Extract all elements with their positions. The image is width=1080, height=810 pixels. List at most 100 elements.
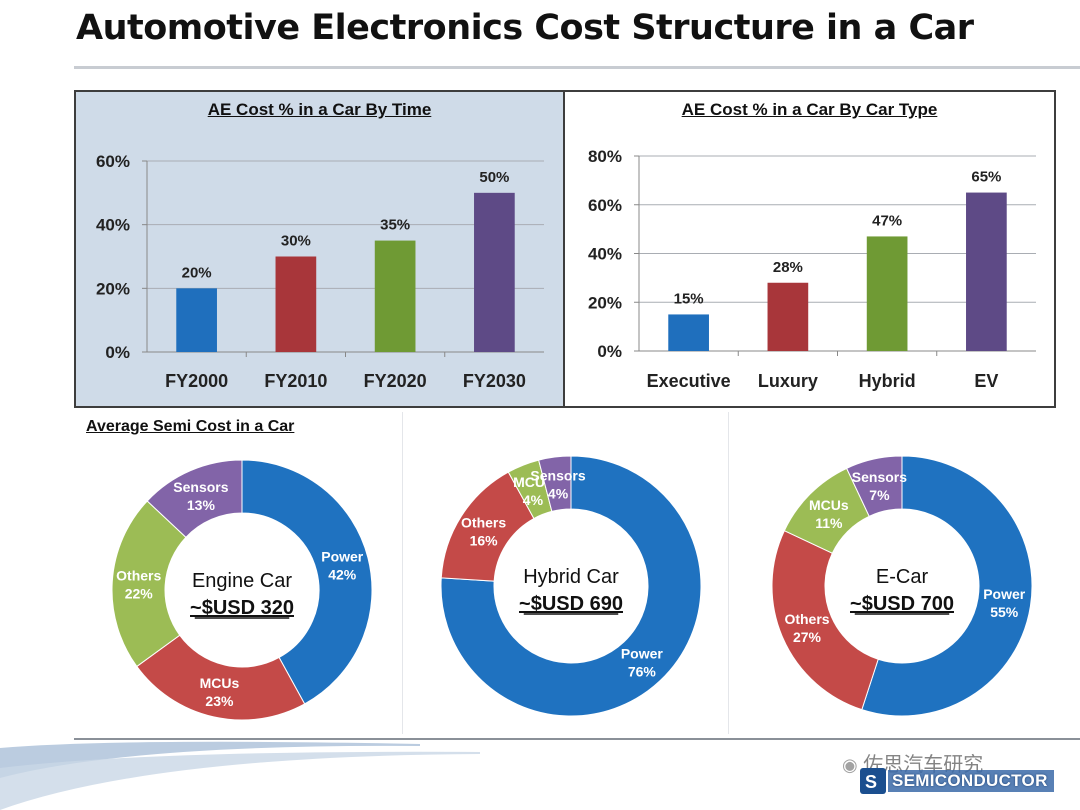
bar-fy2000 [176, 288, 217, 352]
bar-data-label: 35% [380, 217, 410, 234]
slice-name: Sensors [530, 467, 585, 483]
x-category-label: FY2000 [165, 371, 228, 391]
donut-slice-power [241, 459, 373, 705]
donut-center-title: Hybrid Car [523, 566, 619, 588]
bar-data-label: 15% [674, 290, 704, 307]
bar-data-label: 65% [971, 169, 1001, 186]
bar-data-label: 20% [182, 264, 212, 281]
donut-slice-label: Power 76% [621, 645, 664, 679]
donut-center-value: ~$USD 700 [850, 593, 954, 615]
slice-value: 42% [328, 566, 357, 582]
footer-swoosh [0, 741, 480, 810]
x-category-label: FY2030 [463, 371, 526, 391]
slice-value: 4% [523, 492, 544, 508]
donut-slice-sensors [146, 459, 243, 538]
bar-chart-by-type: 0% 20% 40% 60% 80% 15% Executive 28% Luxury 47% Hy… [588, 147, 1036, 391]
page-title: Automotive Electronics Cost Structure in… [76, 8, 974, 48]
slice-value: 4% [548, 485, 569, 501]
bar-fy2030 [474, 192, 515, 352]
slice-value: 13% [187, 497, 216, 513]
bar-chart-by-time: 0% 20% 40% 60% 20% FY2000 30% FY2010 35% FY2020 50… [96, 152, 544, 391]
x-category-label: FY2020 [364, 371, 427, 391]
donut-slice-label: Others 22% [116, 568, 161, 602]
donut-slice-power [861, 455, 1033, 717]
slice-name: Sensors [173, 479, 228, 495]
donut-center-value: ~$USD 320 [190, 597, 294, 619]
slice-value: 22% [125, 586, 154, 602]
slice-name: Others [784, 611, 829, 627]
slice-value: 16% [470, 533, 499, 549]
y-tick-label: 0% [597, 342, 622, 361]
bar-fy2010 [275, 256, 317, 352]
y-tick-label: 20% [588, 293, 622, 312]
bar-chart-by-time-panel: AE Cost % in a Car By Time 0% 20% 40% 60% 20… [74, 90, 565, 408]
y-tick-label: 20% [96, 279, 130, 298]
bar-executive [668, 314, 709, 351]
y-tick-label: 60% [588, 196, 622, 215]
x-category-label: Hybrid [859, 371, 916, 391]
donut-center-value: ~$USD 690 [519, 593, 623, 615]
bar-fy2020 [374, 240, 416, 352]
donut-slice-label: Power 55% [983, 586, 1026, 620]
bar-luxury [767, 282, 809, 351]
slice-name: Others [461, 515, 506, 531]
donut-slice-power [440, 455, 702, 717]
donut-slice-label: Others 16% [461, 515, 506, 549]
y-tick-label: 60% [96, 152, 130, 171]
donut-divider-1 [402, 412, 403, 734]
donut-slice-label: MCUs 23% [200, 675, 240, 709]
y-tick-label: 40% [96, 216, 130, 235]
donut-slice-sensors [538, 455, 572, 513]
slice-name: MCUs [809, 497, 849, 513]
slice-name: Sensors [852, 469, 907, 485]
donut-slice-others [771, 529, 879, 711]
y-tick-label: 80% [588, 147, 622, 166]
semiconductor-logo: S [860, 768, 1054, 794]
bar-chart-by-time-title: AE Cost % in a Car By Time [207, 100, 432, 119]
bar-data-label: 30% [281, 233, 311, 250]
bar-ev [966, 192, 1007, 351]
slice-value: 76% [628, 663, 657, 679]
x-category-label: FY2010 [264, 371, 327, 391]
slice-value: 7% [869, 487, 890, 503]
x-category-label: Executive [647, 371, 731, 391]
donut-slice-label: Power 42% [321, 548, 364, 582]
bar-data-label: 50% [479, 169, 509, 186]
donut-slice-label: MCUs 11% [809, 497, 849, 531]
wechat-icon: ◉ [842, 755, 858, 775]
slice-value: 23% [205, 693, 234, 709]
bar-hybrid [866, 236, 908, 351]
slice-value: 11% [815, 515, 843, 531]
title-rule [74, 66, 1080, 69]
donut-engine-car: Power 42% MCUs 23% Others 22% Sensors 13% Engine… [111, 459, 373, 721]
donut-slice-label: Sensors 13% [173, 479, 228, 513]
svg-text:S: S [865, 772, 877, 792]
y-tick-label: 0% [105, 343, 130, 362]
slice-name: Power [321, 548, 364, 564]
slice-value: 27% [793, 629, 822, 645]
footer-rule [74, 738, 1080, 740]
logo-text: SEMICONDUCTOR [892, 771, 1048, 790]
y-tick-label: 40% [588, 245, 622, 264]
semi-cost-title: Average Semi Cost in a Car [86, 418, 295, 435]
x-category-label: Luxury [758, 371, 818, 391]
donut-slice-label: Sensors 7% [852, 469, 907, 503]
bar-data-label: 28% [773, 259, 803, 276]
slice-name: Power [983, 586, 1026, 602]
donut-center-title: E-Car [876, 566, 929, 588]
bar-data-label: 47% [872, 212, 902, 229]
donut-e-car: Power 55% Others 27% MCUs 11% Sensors 7% E-Car ~$… [771, 455, 1033, 717]
bar-chart-by-type-title: AE Cost % in a Car By Car Type [681, 100, 938, 119]
slice-name: MCUs [200, 675, 240, 691]
donut-slice-label: Sensors 4% [530, 467, 585, 501]
donut-slice-label: Others 27% [784, 611, 829, 645]
bar-chart-by-type-panel: AE Cost % in a Car By Car Type 0% 20% 40% 6… [565, 90, 1056, 408]
donut-slice-sensors [845, 455, 903, 517]
slice-name: Others [116, 568, 161, 584]
slice-name: Power [621, 645, 664, 661]
donut-center-title: Engine Car [192, 570, 292, 592]
x-category-label: EV [974, 371, 998, 391]
donut-divider-2 [728, 412, 729, 734]
slice-value: 55% [990, 604, 1019, 620]
